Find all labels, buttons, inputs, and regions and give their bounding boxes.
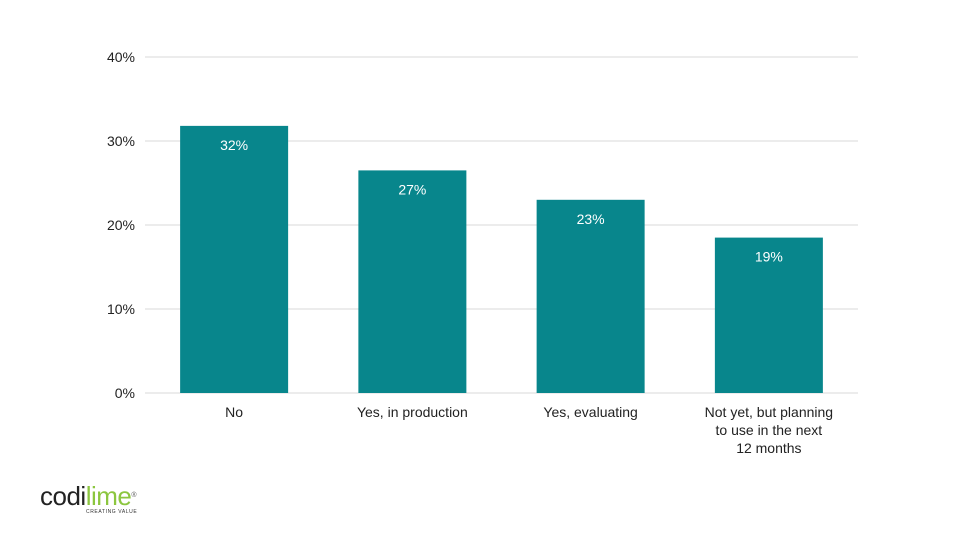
y-tick-label: 20% bbox=[107, 217, 135, 233]
x-tick-label: Yes, evaluating bbox=[543, 404, 637, 420]
logo-text-lime: lime bbox=[85, 481, 132, 511]
codilime-logo: codilime® CREATING VALUE bbox=[40, 482, 150, 522]
x-tick-label: No bbox=[225, 404, 243, 420]
y-tick-label: 10% bbox=[107, 301, 135, 317]
data-label: 32% bbox=[220, 137, 248, 153]
logo-tagline: CREATING VALUE bbox=[86, 509, 138, 515]
data-label: 19% bbox=[755, 249, 783, 265]
logo-registered-mark: ® bbox=[131, 492, 137, 499]
y-tick-label: 0% bbox=[115, 385, 135, 401]
logo-text-codi: codi bbox=[40, 481, 86, 511]
y-tick-label: 30% bbox=[107, 133, 135, 149]
data-label: 27% bbox=[398, 181, 426, 197]
bar bbox=[358, 170, 467, 393]
bar bbox=[180, 125, 289, 393]
x-tick-label: Not yet, but planning to use in the next 1… bbox=[705, 404, 833, 456]
y-tick-label: 40% bbox=[107, 49, 135, 65]
data-label: 23% bbox=[577, 211, 605, 227]
x-tick-label: Yes, in production bbox=[357, 404, 468, 420]
bar bbox=[714, 237, 823, 393]
bar bbox=[536, 199, 645, 393]
